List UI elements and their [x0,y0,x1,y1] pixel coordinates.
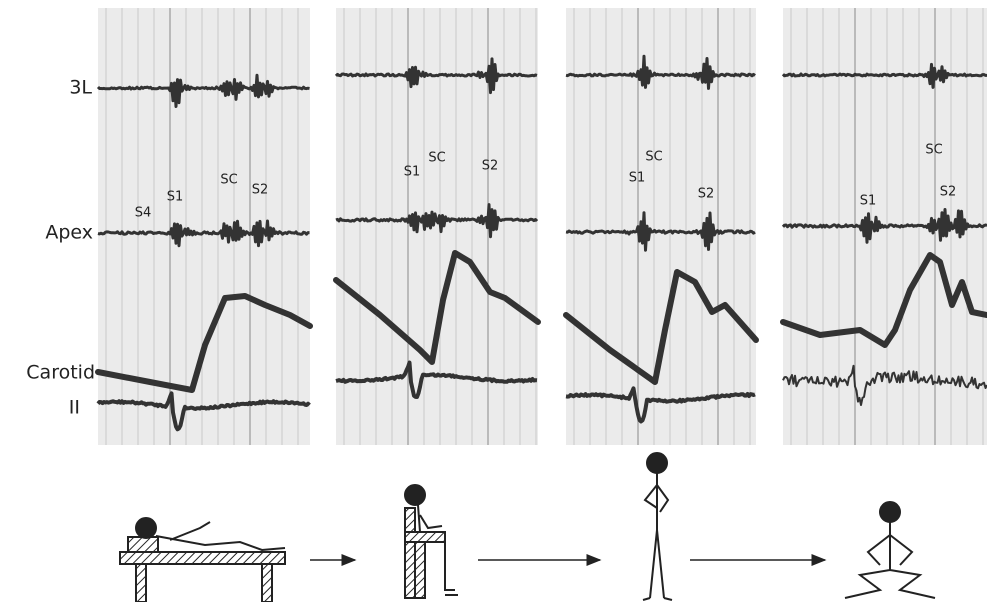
sound-label: SC [645,150,662,165]
labels: S4 S1 SC S2 S1 SC S2 SC S1 S2 SC S1 S2 3L Apex Carotid I… [26,77,956,419]
row-label: Apex [45,222,93,244]
trace-apex [97,219,310,248]
trace-apex [335,203,539,239]
sound-label: SC [925,143,942,158]
sound-label: S1 [860,194,877,209]
sound-label: S1 [167,190,184,205]
trace-carotid [780,252,987,348]
row-label: 3L [69,77,92,99]
row-label: II [69,397,80,419]
trace-panel [98,8,310,445]
trace-apex [781,208,987,244]
trace-ii [782,364,987,406]
posture-figures [119,452,936,602]
trace-ii [565,386,756,424]
row-label: Carotid [26,362,95,384]
trace-carotid [95,293,313,393]
trace-3l [96,73,310,108]
trace-carotid [563,269,759,385]
trace-panel [566,8,756,445]
sound-label: S2 [252,183,269,198]
sound-label: S2 [482,159,499,174]
sound-label: S2 [940,185,957,200]
sound-label: SC [220,173,237,188]
trace-carotid [333,250,541,365]
trace-3l [781,62,987,89]
trace-apex [565,211,756,252]
trace-3l [334,57,538,95]
sound-label: S1 [629,171,646,186]
trace-3l [565,54,756,90]
sound-label: SC [428,151,445,166]
trace-ii [96,391,311,432]
trace-ii [335,360,538,399]
sound-label: S4 [135,206,152,221]
sound-label: S1 [404,165,421,180]
sound-label: S2 [698,187,715,202]
traces [95,54,987,432]
